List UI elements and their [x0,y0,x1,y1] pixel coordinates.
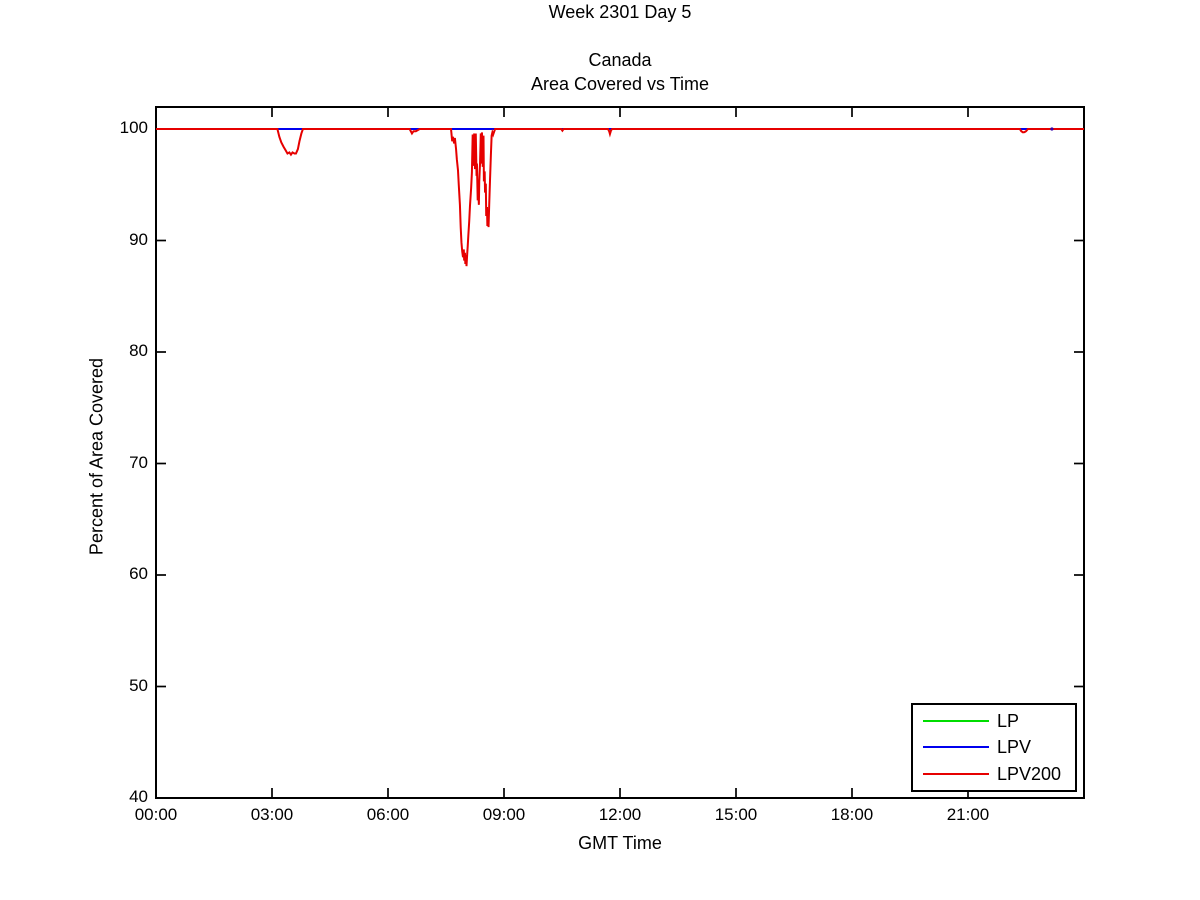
y-axis-label: Percent of Area Covered [86,357,107,556]
x-tick-label: 21:00 [946,805,990,824]
legend-line-lp-icon [923,720,989,723]
legend-entry-lp: LP [913,708,1075,734]
x-tick-label: 12:00 [598,805,642,824]
artifact-dot [1050,127,1054,131]
series-line-lpv200 [156,128,1084,267]
y-tick-label: 90 [129,229,148,249]
x-tick-label: 09:00 [482,805,526,824]
legend-label-lpv200: LPV200 [997,763,1062,784]
x-tick-label: 15:00 [714,805,758,824]
axes-title-line2: Area Covered vs Time [530,74,710,94]
y-tick-label: 60 [129,564,148,583]
axes-box [155,106,1085,799]
y-tick-label: 70 [129,452,148,472]
legend-label-lpv: LPV [997,737,1032,758]
y-tick-label: 50 [129,675,148,695]
legend-line-lpv200-icon [923,772,989,775]
legend-entry-lpv200: LPV200 [913,761,1075,787]
axes-title-line1: Canada [588,50,652,70]
y-tick-label: 100 [119,118,148,137]
x-tick-label: 03:00 [250,805,294,824]
legend-line-lpv-icon [923,746,989,749]
x-tick-label: 06:00 [366,805,410,824]
legend-box: LP LPV LPV200 [911,703,1077,792]
legend-label-lp: LP [997,711,1020,732]
legend-entry-lpv: LPV [913,734,1075,760]
y-tick-label: 80 [129,341,148,360]
x-tick-label: 00:00 [134,805,178,824]
y-tick-label: 40 [129,787,148,806]
x-axis-label: GMT Time [578,833,662,853]
figure-title: Week 2301 Day 5 [548,2,692,22]
x-tick-label: 18:00 [830,805,874,824]
